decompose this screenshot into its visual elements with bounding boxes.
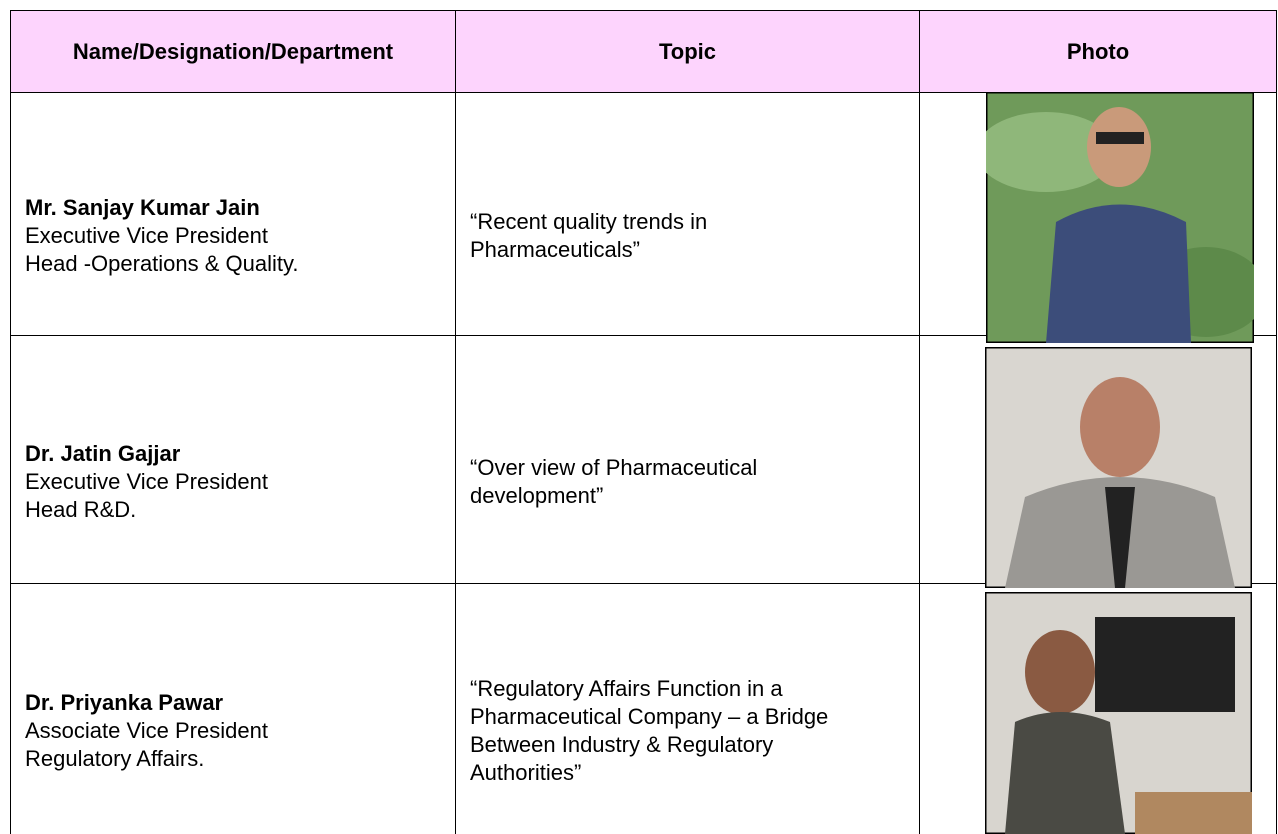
header-text: Photo	[1066, 38, 1130, 64]
speaker-name: Dr. Jatin Gajjar	[25, 440, 181, 466]
header-text: Name/Designation/Department	[72, 38, 394, 64]
header-cell: Topic	[455, 10, 919, 92]
name-cell: Mr. Sanjay Kumar Jain Executive Vice Pres…	[10, 92, 455, 335]
topic-cell: “Over view of Pharmaceutical development…	[455, 335, 919, 583]
photo	[985, 592, 1252, 834]
designation: Executive Vice President	[25, 468, 268, 494]
designation: Head -Operations & Quality.	[25, 251, 299, 276]
speaker-name: Mr. Sanjay Kumar Jain	[25, 195, 260, 220]
topic: “Over view of Pharmaceutical development…	[470, 454, 758, 508]
topic-cell: “Recent quality trends in Pharmaceutical…	[455, 92, 919, 335]
name-block: Mr. Sanjay Kumar Jain Executive Vice Pres…	[25, 194, 299, 278]
designation: Head R&D.	[25, 496, 137, 522]
topic: “Recent quality trends in Pharmaceutical…	[470, 209, 708, 262]
speaker-name: Dr. Priyanka Pawar	[25, 690, 224, 715]
designation: Executive Vice President	[25, 223, 268, 248]
topic: “Regulatory Affairs Function in a Pharma…	[470, 676, 829, 785]
header-cell: Photo	[919, 10, 1277, 92]
name-block: Dr. Priyanka Pawar Associate Vice Preside…	[25, 689, 268, 773]
name-cell: Dr. Jatin Gajjar Executive Vice President…	[10, 335, 455, 583]
header-text: Topic	[658, 38, 717, 64]
photo	[986, 92, 1254, 343]
photo	[985, 347, 1252, 588]
topic-cell: “Regulatory Affairs Function in a Pharma…	[455, 583, 919, 834]
designation: Associate Vice President	[25, 718, 268, 743]
name-cell: Dr. Priyanka Pawar Associate Vice Preside…	[10, 583, 455, 834]
header-cell: Name/Designation/Department	[10, 10, 455, 92]
designation: Regulatory Affairs.	[25, 746, 205, 771]
name-block: Dr. Jatin Gajjar Executive Vice President…	[25, 440, 268, 524]
